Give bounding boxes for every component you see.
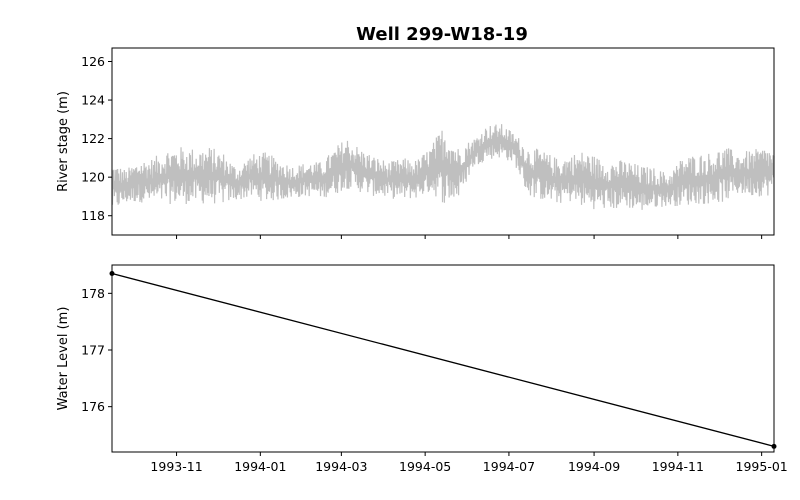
y-tick-label: 176	[81, 399, 105, 414]
river-stage-panel: 118 120 122 124 126 River stage (m)	[56, 47, 775, 239]
water-level-x-ticks: 1993-11 1994-01 1994-03 1994-05 1994-07 1994-…	[150, 452, 788, 474]
x-tick-label: 1994-03	[315, 459, 367, 474]
river-stage-series-line	[111, 124, 775, 210]
river-stage-plot-area	[111, 124, 775, 210]
x-tick-label: 1993-11	[150, 459, 202, 474]
water-level-y-ticks: 176 177 178	[81, 286, 112, 414]
y-tick-label: 122	[81, 131, 105, 146]
river-stage-y-ticks: 118 120 122 124 126	[81, 54, 112, 223]
x-tick-label: 1995-01	[736, 459, 788, 474]
y-tick-label: 120	[81, 170, 105, 185]
x-tick-label: 1994-07	[483, 459, 535, 474]
y-tick-label: 118	[81, 208, 105, 223]
river-stage-axes-frame	[111, 47, 775, 236]
water-level-plot-area	[109, 271, 777, 449]
x-tick-label: 1994-11	[652, 459, 704, 474]
river-stage-y-label: River stage (m)	[56, 91, 71, 192]
x-tick-label: 1994-05	[399, 459, 451, 474]
water-level-y-label: Water Level (m)	[56, 307, 71, 411]
chart-title: Well 299-W18-19	[356, 24, 528, 45]
x-tick-label: 1994-01	[234, 459, 286, 474]
y-tick-label: 177	[81, 343, 105, 358]
y-tick-label: 126	[81, 54, 105, 69]
x-tick-label: 1994-09	[568, 459, 620, 474]
y-tick-label: 124	[81, 93, 105, 108]
y-tick-label: 178	[81, 286, 105, 301]
water-level-series-line	[111, 272, 775, 447]
river-stage-x-ticks	[176, 235, 763, 239]
water-level-axes-frame	[111, 264, 775, 453]
